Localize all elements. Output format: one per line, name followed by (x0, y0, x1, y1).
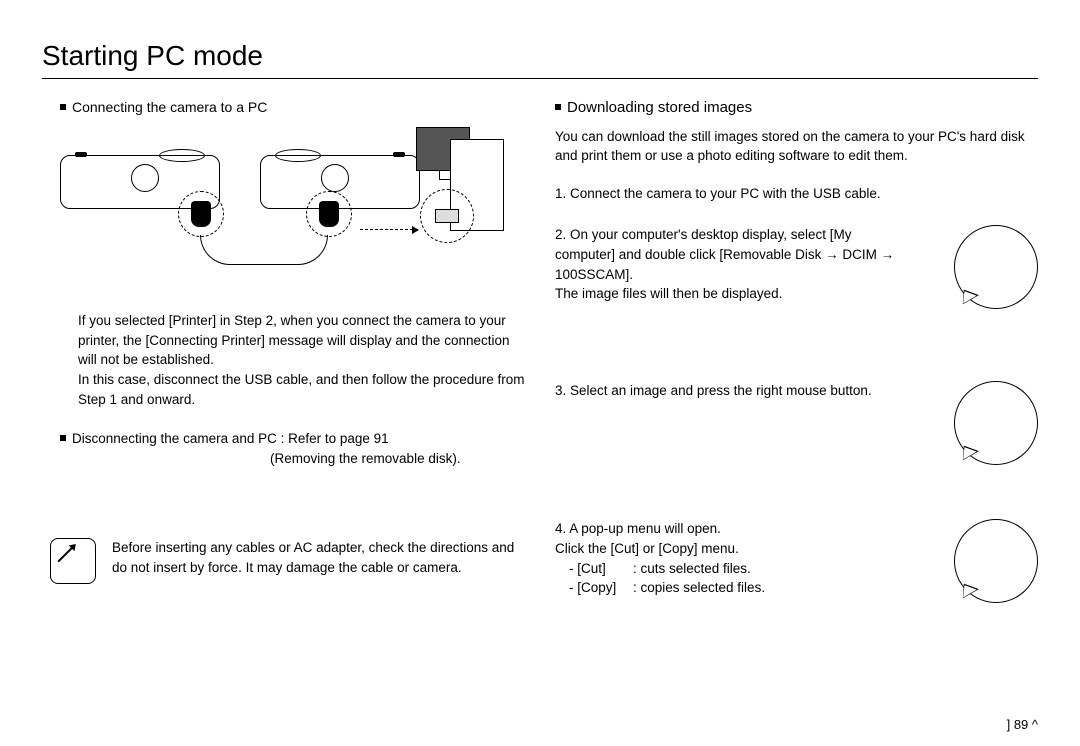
speech-bubble-icon (954, 381, 1038, 465)
warning-text: Before inserting any cables or AC adapte… (112, 538, 525, 584)
camera-button-icon (75, 152, 87, 157)
disconnect-note: Disconnecting the camera and PC : Refer … (60, 429, 525, 468)
bullet-icon (60, 435, 66, 441)
disconnect-line2: (Removing the removable disk). (270, 451, 461, 466)
download-heading-text: Downloading stored images (567, 99, 752, 116)
camera-mount-icon (321, 164, 349, 192)
right-column: Downloading stored images You can downlo… (555, 97, 1038, 625)
connect-heading: Connecting the camera to a PC (60, 97, 525, 117)
download-intro: You can download the still images stored… (555, 127, 1038, 166)
connection-diagram (60, 127, 525, 287)
cut-desc: : cuts selected files. (633, 559, 751, 579)
printer-note: If you selected [Printer] in Step 2, whe… (78, 311, 525, 409)
step-3-text: 3. Select an image and press the right m… (555, 381, 895, 401)
disconnect-line1: Disconnecting the camera and PC : Refer … (72, 431, 389, 446)
usb-plug-callout-right (306, 191, 352, 237)
page-title: Starting PC mode (42, 40, 1038, 79)
camera-dial-icon (159, 149, 205, 162)
usb-plug-icon (191, 201, 211, 227)
bullet-icon (60, 104, 66, 110)
cut-label: - [Cut] (569, 559, 633, 579)
usb-cable-icon (200, 235, 328, 265)
warning-block: Before inserting any cables or AC adapte… (50, 538, 525, 584)
cut-copy-definitions: - [Cut]: cuts selected files. - [Copy]: … (569, 559, 895, 598)
speech-bubble-icon (954, 519, 1038, 603)
camera-mount-icon (131, 164, 159, 192)
step-2: 2. On your computer's desktop display, s… (555, 225, 1038, 309)
page-number: ] 89 ^ (1007, 717, 1038, 732)
step-4: 4. A pop-up menu will open. Click the [C… (555, 519, 1038, 603)
copy-label: - [Copy] (569, 578, 633, 598)
usb-plug-icon (319, 201, 339, 227)
note-icon (50, 538, 96, 584)
step-2-text: 2. On your computer's desktop display, s… (555, 225, 895, 303)
step-4-text: 4. A pop-up menu will open. Click the [C… (555, 519, 895, 597)
pencil-icon (57, 546, 88, 577)
arrow-icon (360, 229, 418, 230)
usb-connector-icon (435, 209, 459, 223)
download-heading: Downloading stored images (555, 97, 1038, 119)
content-columns: Connecting the camera to a PC If you sel… (42, 97, 1038, 625)
camera-button-icon (393, 152, 405, 157)
step-3: 3. Select an image and press the right m… (555, 381, 1038, 465)
connect-heading-text: Connecting the camera to a PC (72, 99, 267, 115)
bullet-icon (555, 104, 561, 110)
camera-dial-icon (275, 149, 321, 162)
step-1: 1. Connect the camera to your PC with th… (555, 184, 1038, 204)
copy-desc: : copies selected files. (633, 578, 765, 598)
step-4-intro: 4. A pop-up menu will open. Click the [C… (555, 519, 895, 558)
speech-bubble-icon (954, 225, 1038, 309)
step-1-text: 1. Connect the camera to your PC with th… (555, 184, 1038, 204)
left-column: Connecting the camera to a PC If you sel… (42, 97, 525, 625)
usb-port-callout (420, 189, 474, 243)
usb-plug-callout-left (178, 191, 224, 237)
